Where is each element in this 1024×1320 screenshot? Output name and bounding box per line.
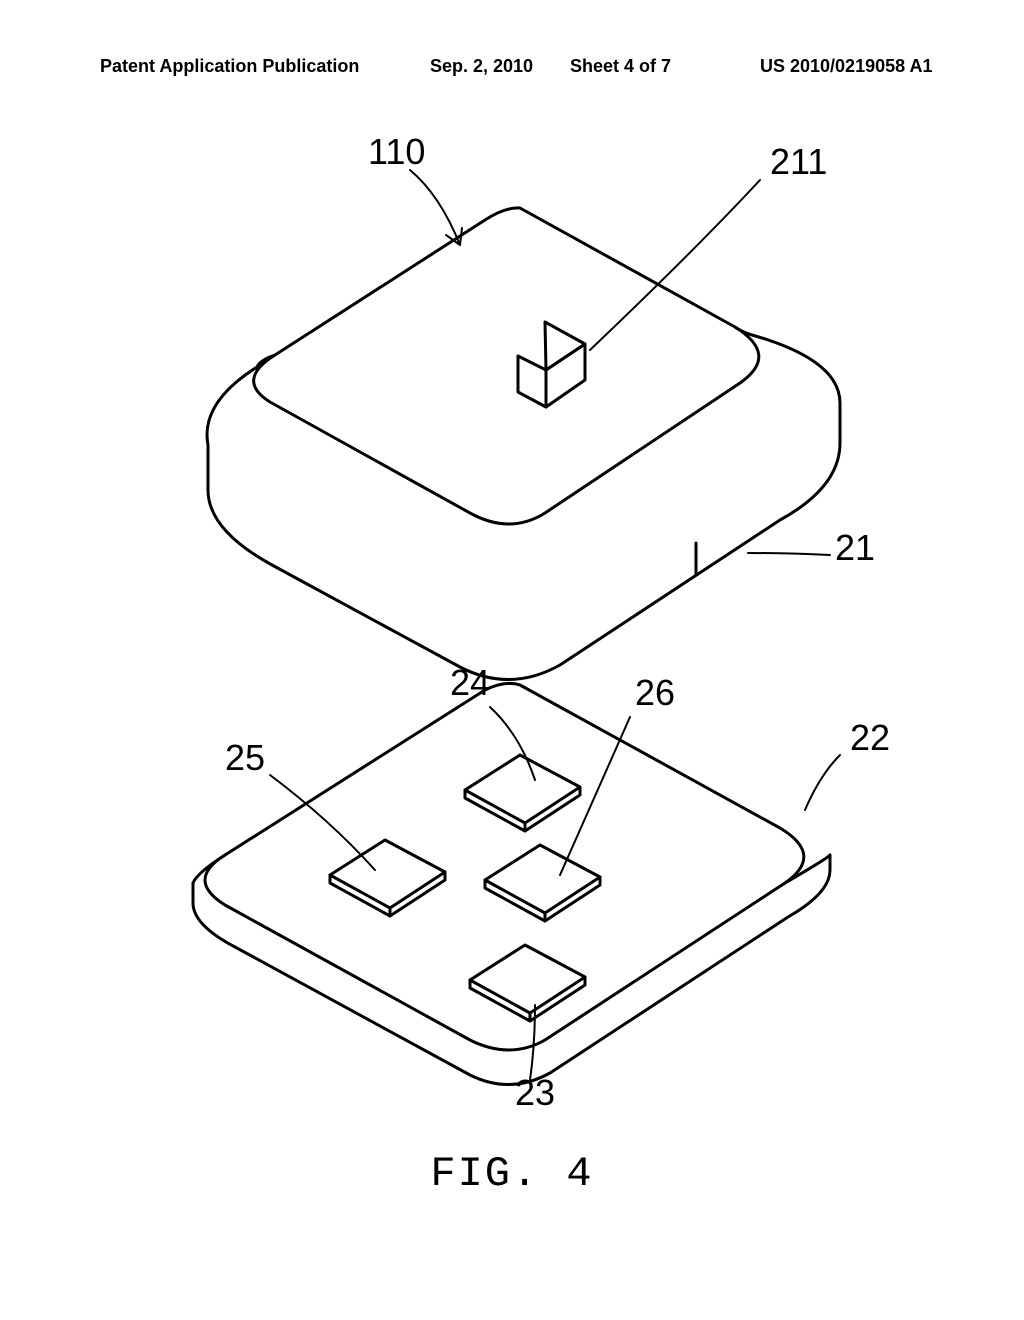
- label-23: 23: [515, 1072, 555, 1113]
- label-26: 26: [635, 672, 675, 713]
- header-date: Sep. 2, 2010: [430, 56, 533, 77]
- lower-plate: [193, 683, 830, 1084]
- legend-symbol-211: [518, 322, 585, 407]
- figure-caption: FIG. 4: [0, 1150, 1024, 1198]
- upper-keycap: [207, 208, 840, 680]
- labels: 110 211 21 24 26 22 25 23: [225, 135, 890, 1113]
- figure-svg: 110 211 21 24 26 22 25 23: [140, 135, 900, 1135]
- leader-22: [805, 755, 840, 810]
- leader-110: [410, 170, 462, 245]
- page: Patent Application Publication Sep. 2, 2…: [0, 0, 1024, 1320]
- label-211: 211: [770, 141, 827, 182]
- label-25: 25: [225, 737, 265, 778]
- label-24: 24: [450, 662, 490, 703]
- contact-pad-25: [330, 840, 445, 916]
- figure-4: 110 211 21 24 26 22 25 23: [140, 135, 900, 1135]
- leader-26: [560, 717, 630, 875]
- contact-pad-23: [470, 945, 585, 1021]
- label-22: 22: [850, 717, 890, 758]
- page-header: Patent Application Publication Sep. 2, 2…: [0, 56, 1024, 86]
- leader-lines: [270, 170, 840, 1080]
- header-pubno: US 2010/0219058 A1: [760, 56, 932, 77]
- leader-211: [590, 180, 760, 350]
- label-110: 110: [368, 135, 425, 172]
- leader-21: [748, 553, 830, 555]
- label-21: 21: [835, 527, 875, 568]
- header-publication: Patent Application Publication: [100, 56, 359, 77]
- contact-pad-24: [465, 755, 580, 831]
- contact-pad-26: [485, 845, 600, 921]
- header-sheet: Sheet 4 of 7: [570, 56, 671, 77]
